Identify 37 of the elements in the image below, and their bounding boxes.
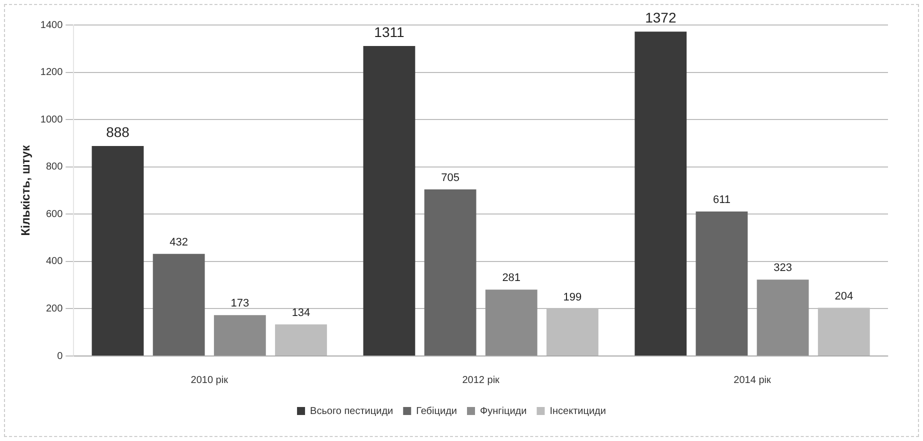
y-tick-label: 1400 xyxy=(40,20,64,31)
y-tick-label: 200 xyxy=(46,303,64,314)
data-label: 173 xyxy=(230,298,250,310)
y-tick-label: 1200 xyxy=(40,67,64,78)
bar xyxy=(92,146,144,356)
bar xyxy=(152,254,205,356)
x-tick-label: 2012 рік xyxy=(462,374,500,386)
legend-label: Інсектициди xyxy=(550,406,606,417)
y-tick-label: 0 xyxy=(57,350,64,362)
bar xyxy=(363,46,416,356)
data-label: 1372 xyxy=(645,9,676,26)
data-label: 432 xyxy=(170,236,188,248)
y-axis-title: Кількість, штук xyxy=(18,144,33,236)
bar xyxy=(634,32,687,356)
y-tick-label: 800 xyxy=(46,162,64,173)
bar xyxy=(424,189,476,356)
data-label: 134 xyxy=(292,306,310,319)
bar xyxy=(696,212,748,356)
data-label: 323 xyxy=(774,262,792,274)
bar xyxy=(485,290,538,356)
legend-label: Всього пестициди xyxy=(310,406,394,417)
bar xyxy=(756,280,809,356)
y-tick-label: 400 xyxy=(46,256,64,268)
legend-label: Гебіциди xyxy=(416,406,458,417)
data-label: 611 xyxy=(712,194,731,206)
x-tick-label: 2014 рік xyxy=(734,374,772,386)
y-tick-label: 1000 xyxy=(40,114,64,126)
data-label: 204 xyxy=(834,290,854,302)
data-label: 705 xyxy=(441,172,460,184)
data-label: 281 xyxy=(502,272,521,284)
bar xyxy=(214,315,266,356)
x-tick-label: 2010 рік xyxy=(190,374,229,386)
y-tick-label: 600 xyxy=(46,208,64,220)
data-label: 888 xyxy=(106,124,130,140)
legend-label: Фунгіциди xyxy=(480,406,527,417)
data-label: 1311 xyxy=(374,24,404,40)
data-label: 199 xyxy=(563,291,582,304)
